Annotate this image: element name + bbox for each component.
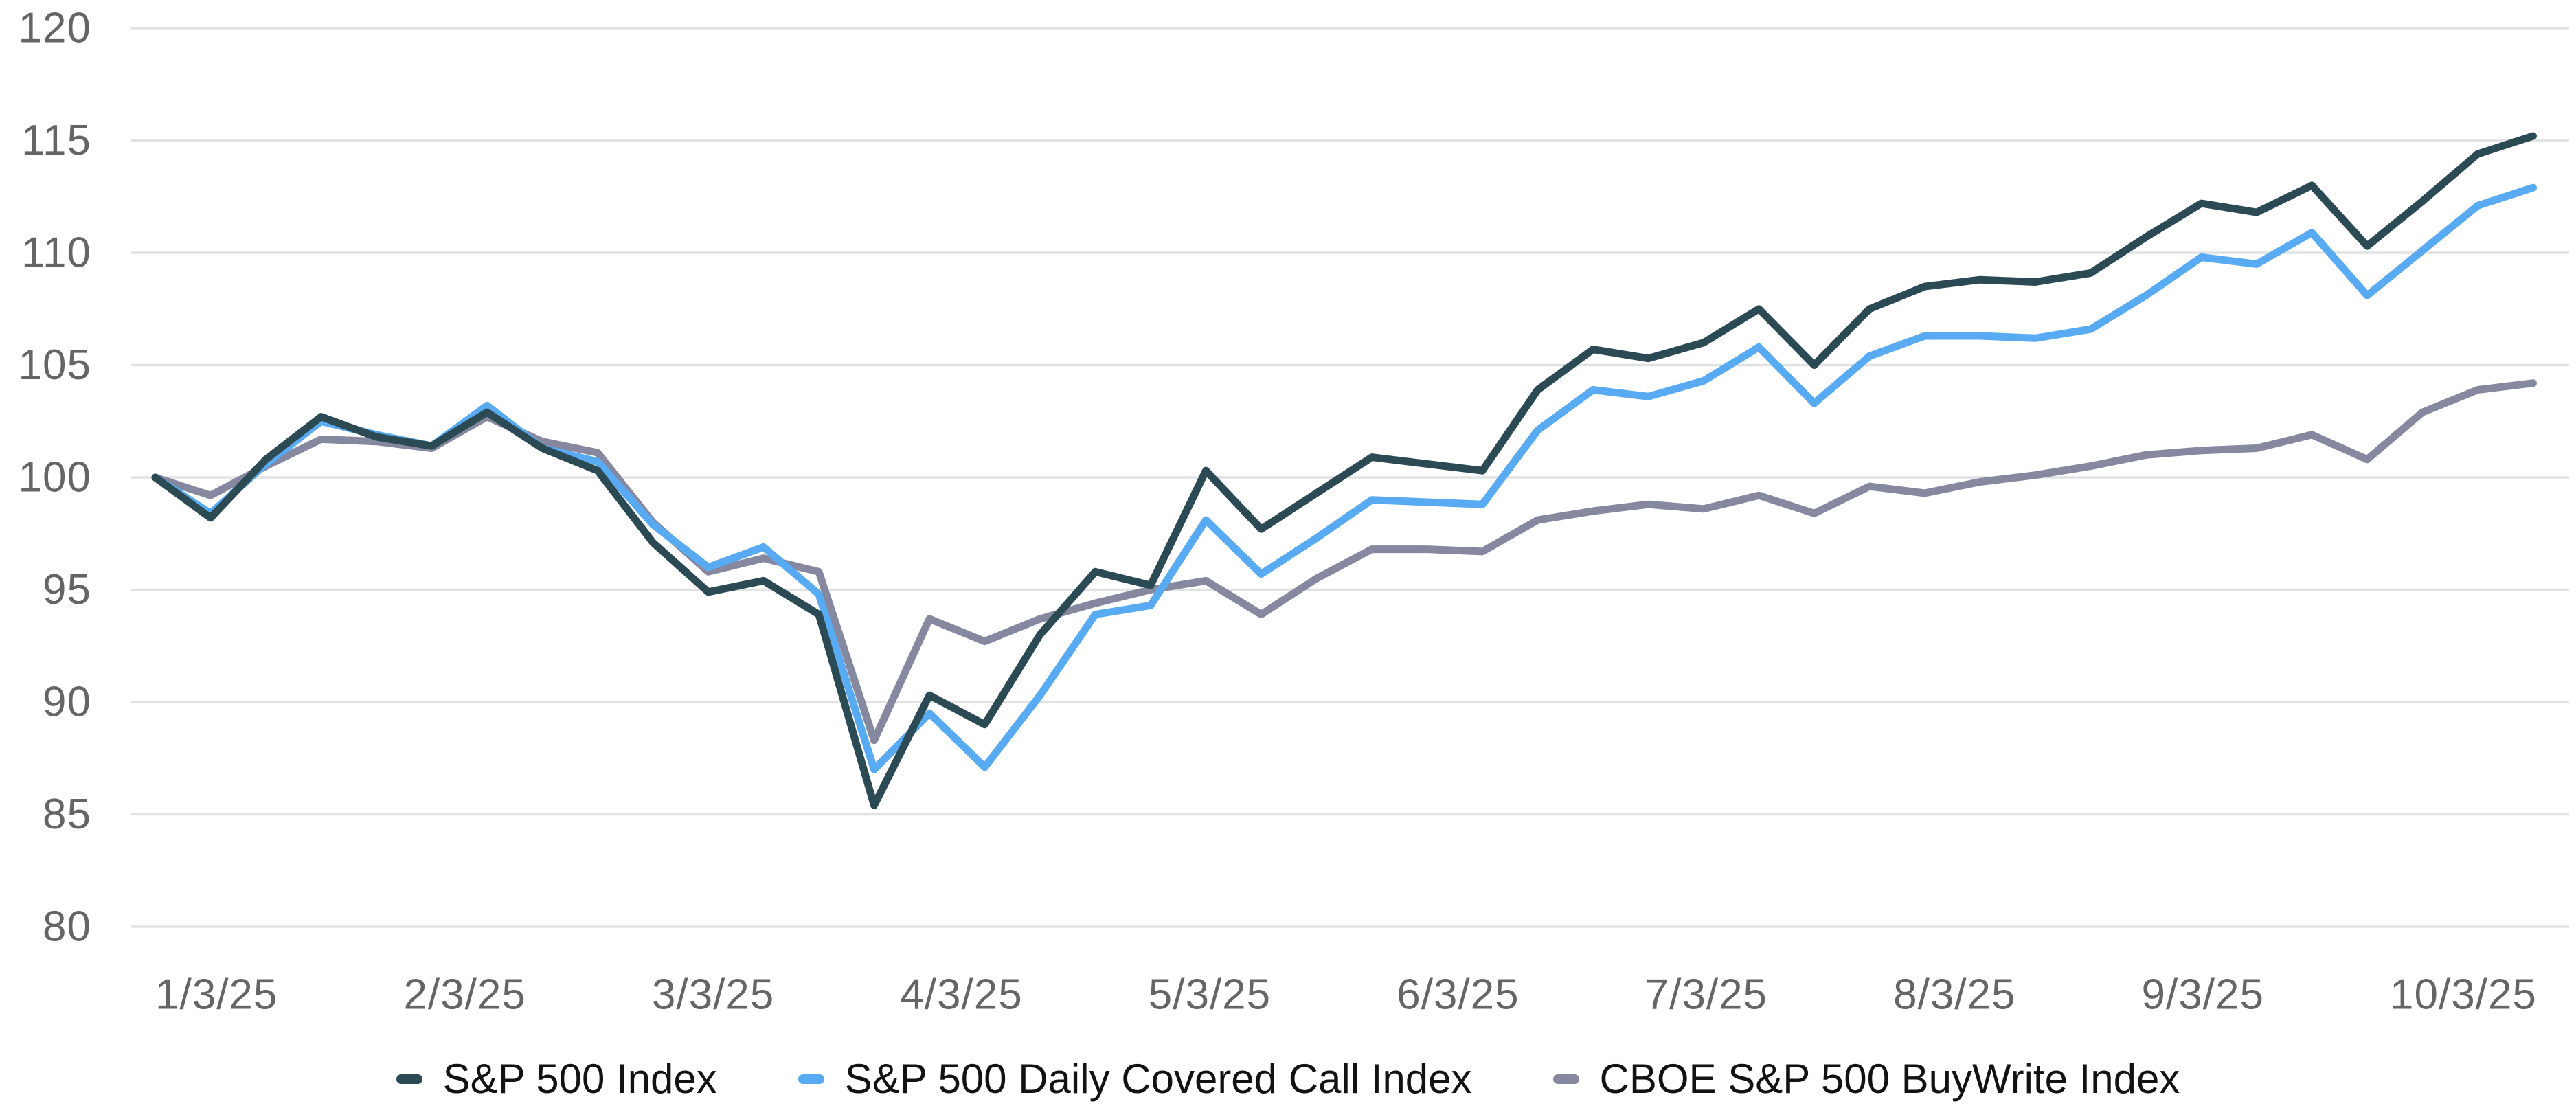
legend-label: S&P 500 Index [442, 1056, 717, 1102]
x-axis-tick-label: 8/3/25 [1893, 971, 2015, 1019]
legend-item-1: S&P 500 Index [396, 1059, 717, 1100]
legend-swatch-icon [396, 1074, 422, 1084]
x-axis-tick-label: 3/3/25 [652, 971, 774, 1019]
x-axis-tick-label: 10/3/25 [2390, 971, 2537, 1019]
legend-item-2: S&P 500 Daily Covered Call Index [798, 1059, 1472, 1100]
series-line-cboe-s-p-500-buywrite-index [151, 379, 2537, 745]
x-axis-tick-label: 7/3/25 [1645, 971, 1767, 1019]
y-axis-tick-label: 95 [43, 566, 91, 613]
chart-legend: S&P 500 Index S&P 500 Daily Covered Call … [0, 1050, 2576, 1109]
legend-swatch-icon [798, 1074, 824, 1084]
legend-label: S&P 500 Daily Covered Call Index [844, 1056, 1472, 1102]
y-axis-tick-label: 80 [43, 903, 91, 951]
x-axis-tick-label: 2/3/25 [403, 971, 526, 1019]
legend-label: CBOE S&P 500 BuyWrite Index [1599, 1056, 2180, 1102]
legend-swatch-icon [1552, 1074, 1579, 1084]
x-axis-tick-label: 1/3/25 [155, 971, 278, 1019]
legend-item-3: CBOE S&P 500 BuyWrite Index [1552, 1056, 2180, 1102]
y-axis-tick-label: 115 [21, 117, 91, 164]
x-axis-tick-label: 9/3/25 [2142, 971, 2264, 1019]
x-axis-tick-label: 6/3/25 [1397, 971, 1519, 1019]
x-axis-tick-label: 5/3/25 [1149, 971, 1271, 1019]
y-axis-tick-label: 85 [43, 791, 91, 838]
y-axis-tick-label: 120 [19, 5, 91, 52]
y-axis-tick-label: 100 [19, 454, 91, 501]
y-axis-tick-label: 110 [21, 229, 91, 277]
series-line-s-p-500-index [151, 132, 2537, 809]
y-axis-tick-label: 90 [43, 679, 91, 726]
y-axis-tick-label: 105 [19, 341, 91, 389]
x-axis-tick-label: 4/3/25 [900, 971, 1022, 1019]
